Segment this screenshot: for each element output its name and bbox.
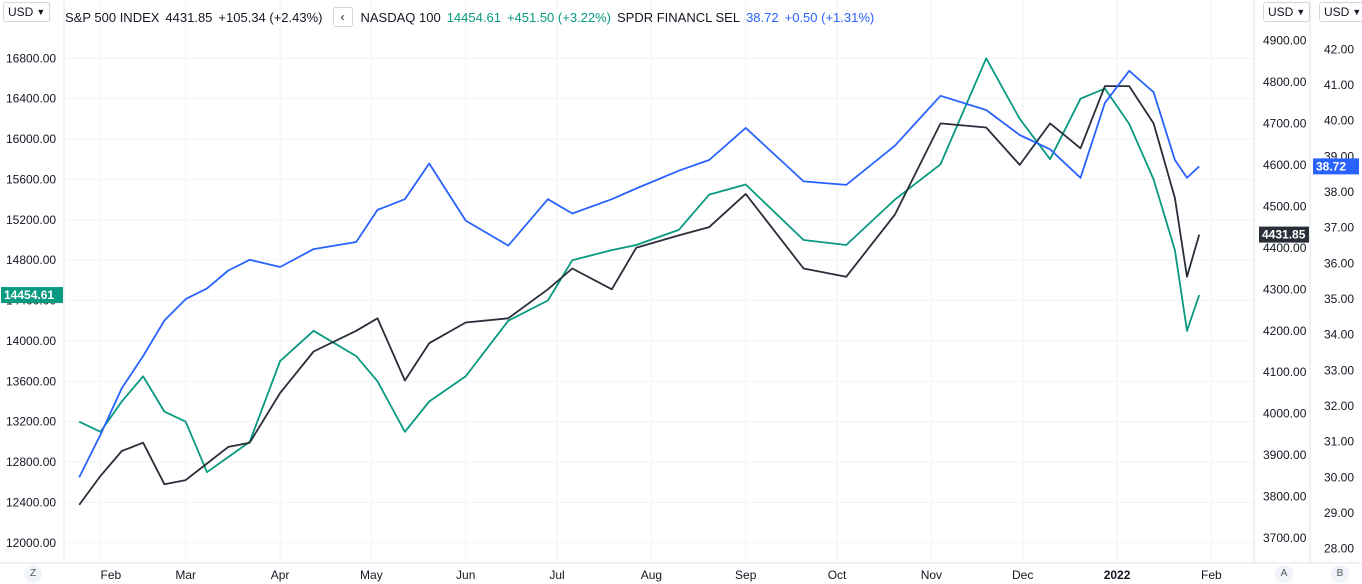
right2-tick-label: 33.00 — [1324, 363, 1354, 377]
time-tick-label: Mar — [175, 568, 196, 582]
time-tick-label: Nov — [921, 568, 942, 582]
right1-tick-label: 4000.00 — [1263, 407, 1307, 421]
right2-tick-label: 31.00 — [1324, 435, 1354, 449]
left-tick-label: 13600.00 — [6, 374, 56, 388]
left-tick-label: 15600.00 — [6, 172, 56, 186]
time-tick-label: Jul — [549, 568, 564, 582]
right1-tick-label: 4500.00 — [1263, 199, 1307, 213]
time-tick-label: Feb — [1201, 568, 1222, 582]
right2-tick-label: 29.00 — [1324, 506, 1354, 520]
right1-tick-label: 4600.00 — [1263, 158, 1307, 172]
right2-currency-button[interactable]: USD ▼ — [1319, 2, 1362, 22]
time-tick-label: Feb — [101, 568, 122, 582]
xlf-legend-name: SPDR FINANCL SEL — [617, 9, 741, 25]
time-tick-label: 2022 — [1104, 568, 1131, 582]
auto-scale-button[interactable]: A — [1275, 565, 1293, 583]
right2-currency-label: USD — [1324, 5, 1350, 19]
left-tick-label: 16000.00 — [6, 132, 56, 146]
right1-tick-label: 4900.00 — [1263, 33, 1307, 47]
time-tick-label: Dec — [1012, 568, 1033, 582]
nasdaq-legend-name: NASDAQ 100 — [360, 9, 441, 25]
right2-tick-label: 40.00 — [1324, 114, 1354, 128]
series-line — [78, 69, 1200, 478]
right1-tick-label: 4300.00 — [1263, 282, 1307, 296]
right1-tick-label: 4200.00 — [1263, 324, 1307, 338]
chevron-down-icon: ▼ — [1296, 7, 1306, 17]
grid — [64, 0, 1254, 563]
series-line — [78, 85, 1201, 506]
right2-tick-label: 28.00 — [1324, 542, 1354, 556]
right2-tick-label: 37.00 — [1324, 221, 1354, 235]
right2-tick-label: 34.00 — [1324, 328, 1354, 342]
zoom-reset-button[interactable]: Z — [24, 565, 42, 583]
sp500-legend-name: S&P 500 INDEX — [65, 9, 160, 25]
nasdaq-price-tag-bg — [1, 287, 63, 304]
right2-tick-label: 42.00 — [1324, 42, 1354, 56]
left-tick-label: 12000.00 — [6, 536, 56, 550]
right1-tick-label: 4800.00 — [1263, 75, 1307, 89]
right1-tick-label: 4100.00 — [1263, 365, 1307, 379]
left-tick-label: 14000.00 — [6, 334, 56, 348]
left-tick-label: 13200.00 — [6, 415, 56, 429]
right2-tick-label: 36.00 — [1324, 256, 1354, 270]
sp500-price-tag-bg — [1259, 226, 1309, 243]
right1-currency-label: USD — [1268, 5, 1294, 19]
left-tick-label: 14800.00 — [6, 253, 56, 267]
price-tags: 14454.61 4431.85 38.72 — [1, 158, 1359, 304]
left-currency-label: USD — [8, 5, 34, 19]
time-tick-label: Sep — [735, 568, 757, 582]
nasdaq-legend-change: +451.50 (+3.22%) — [506, 9, 612, 25]
series-lines — [78, 57, 1201, 506]
sp500-legend-value: 4431.85 — [165, 9, 213, 25]
time-tick-label: Jun — [456, 568, 475, 582]
right2-tick-label: 35.00 — [1324, 292, 1354, 306]
sp500-price-tag: 4431.85 — [1262, 228, 1306, 242]
right1-tick-label: 4400.00 — [1263, 241, 1307, 255]
chevron-down-icon: ▼ — [36, 7, 46, 17]
nasdaq-price-tag: 14454.61 — [4, 288, 54, 302]
time-tick-label: Aug — [641, 568, 662, 582]
time-tick-label: Oct — [828, 568, 847, 582]
xlf-legend-value: 38.72 — [746, 9, 779, 25]
time-tick-label: May — [360, 568, 383, 582]
right2-tick-label: 38.00 — [1324, 185, 1354, 199]
left-tick-label: 16800.00 — [6, 51, 56, 65]
sp500-legend-change: +105.34 (+2.43%) — [218, 9, 323, 25]
right1-currency-button[interactable]: USD ▼ — [1263, 2, 1311, 22]
left-currency-button[interactable]: USD ▼ — [3, 2, 51, 22]
right1-tick-label: 3800.00 — [1263, 490, 1307, 504]
legend: S&P 500 INDEX 4431.85 +105.34 (+2.43%) ‹… — [65, 7, 880, 27]
right1-tick-label: 4700.00 — [1263, 116, 1307, 130]
xlf-price-tag-bg — [1313, 158, 1359, 175]
right2-tick-label: 32.00 — [1324, 399, 1354, 413]
chevron-left-icon[interactable]: ‹ — [332, 7, 353, 27]
nasdaq-legend-value: 14454.61 — [446, 9, 501, 25]
time-tick-label: Apr — [271, 568, 290, 582]
series-line — [78, 57, 1201, 474]
xlf-legend-change: +0.50 (+1.31%) — [784, 9, 875, 25]
xlf-price-tag: 38.72 — [1316, 159, 1346, 173]
right1-tick-label: 3700.00 — [1263, 531, 1307, 545]
left-tick-label: 16400.00 — [6, 92, 56, 106]
scale-button[interactable]: B — [1331, 565, 1349, 583]
right2-tick-label: 41.00 — [1324, 78, 1354, 92]
right2-tick-label: 30.00 — [1324, 470, 1354, 484]
left-tick-label: 15200.00 — [6, 213, 56, 227]
chevron-down-icon: ▼ — [1352, 7, 1362, 17]
left-tick-label: 12400.00 — [6, 495, 56, 509]
left-tick-label: 12800.00 — [6, 455, 56, 469]
right1-tick-label: 3900.00 — [1263, 448, 1307, 462]
